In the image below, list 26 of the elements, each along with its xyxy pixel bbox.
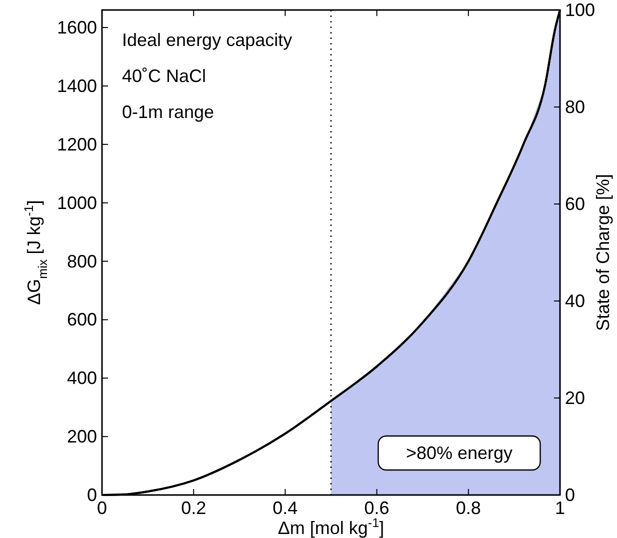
x-tick-label: 0.4 xyxy=(272,498,298,518)
x-tick-label: 0.6 xyxy=(364,498,390,518)
y-tick-label: 1400 xyxy=(56,76,97,96)
annotation: Ideal energy capacity xyxy=(122,30,292,50)
y2-tick-label: 40 xyxy=(565,291,586,311)
annotation: 0-1m range xyxy=(122,102,214,122)
y2-tick-label: 20 xyxy=(565,388,586,408)
y-tick-label: 1200 xyxy=(56,134,97,154)
y-tick-label: 800 xyxy=(66,251,97,272)
x-tick-label: 0.8 xyxy=(456,498,481,518)
annotation: 40˚C NaCl xyxy=(122,66,206,86)
x-tick-label: 1 xyxy=(554,498,566,518)
y-tick-label: 600 xyxy=(66,310,97,330)
y-tick-label: 0 xyxy=(86,485,97,505)
y-tick-label: 1600 xyxy=(56,18,97,38)
y2-tick-label: 80 xyxy=(565,97,586,117)
y-tick-label: 400 xyxy=(66,368,97,388)
y2-axis-title: State of Charge [%] xyxy=(593,174,613,332)
y-tick-label: 200 xyxy=(66,426,97,447)
y2-tick-label: 0 xyxy=(565,485,576,505)
x-tick-label: 0.2 xyxy=(181,498,206,518)
annotation: >80% energy xyxy=(406,443,513,463)
y2-tick-label: 100 xyxy=(565,0,596,20)
y-tick-label: 1000 xyxy=(56,192,97,213)
y2-tick-label: 60 xyxy=(565,194,586,214)
x-axis-title: Δm [mol kg$^{-1}$] xyxy=(278,516,384,538)
